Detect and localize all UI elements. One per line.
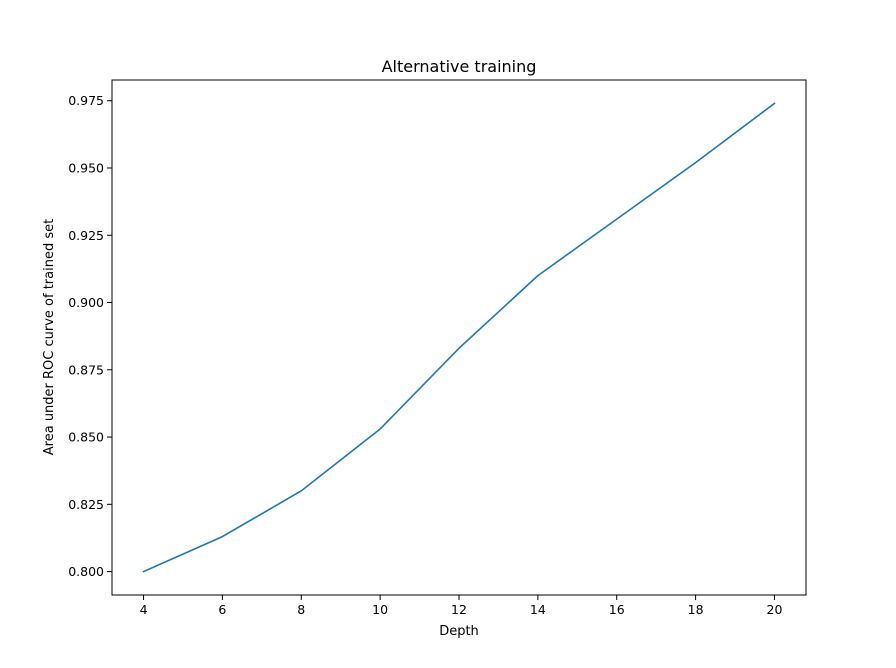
y-tick-label-0.875: 0.875 xyxy=(68,362,104,377)
series-line-1 xyxy=(142,102,776,573)
x-tick-label-12: 12 xyxy=(451,602,467,617)
x-tick-label-8: 8 xyxy=(297,602,305,617)
x-tick-label-14: 14 xyxy=(530,602,546,617)
y-tick-label-0.800: 0.800 xyxy=(68,564,104,579)
y-tick-label-0.950: 0.950 xyxy=(68,160,104,175)
y-tick-label-0.925: 0.925 xyxy=(68,228,104,243)
y-tick-label-0.975: 0.975 xyxy=(68,93,104,108)
x-axis-label: Depth xyxy=(439,624,479,639)
axes-frame xyxy=(111,79,807,596)
x-tick-label-20: 20 xyxy=(767,602,783,617)
x-tick-label-6: 6 xyxy=(218,602,226,617)
x-tick-label-4: 4 xyxy=(140,602,148,617)
chart-title: Alternative training xyxy=(382,57,537,76)
x-tick-label-10: 10 xyxy=(372,602,388,617)
y-axis-label: Area under ROC curve of trained set xyxy=(42,219,57,455)
x-tick-label-18: 18 xyxy=(688,602,704,617)
y-tick-label-0.900: 0.900 xyxy=(68,295,104,310)
x-tick-label-16: 16 xyxy=(609,602,625,617)
y-tick-label-0.850: 0.850 xyxy=(68,430,104,445)
y-tick-label-0.825: 0.825 xyxy=(68,497,104,512)
plot-area: 4 6 8 10 12 14 16 18 20 0.800 0.825 0.850 0.875 0.900… xyxy=(68,79,807,617)
